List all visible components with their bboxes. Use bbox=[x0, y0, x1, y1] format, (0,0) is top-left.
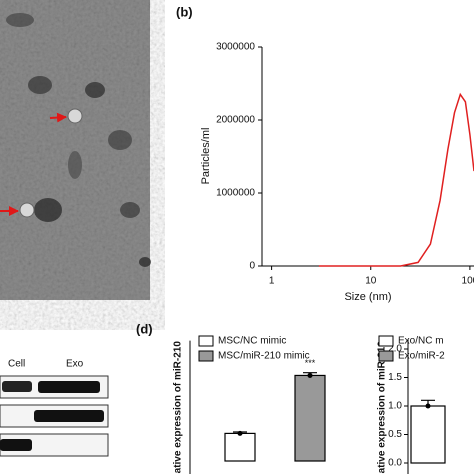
legend-swatch bbox=[378, 335, 394, 347]
bar bbox=[410, 405, 446, 464]
legend-swatch bbox=[378, 350, 394, 362]
bar bbox=[294, 374, 326, 462]
legend-swatch bbox=[198, 350, 214, 362]
y-axis-label: Relative expression of miR-210 bbox=[377, 341, 388, 474]
data-line bbox=[318, 92, 474, 267]
y-tick-label: 1.0 bbox=[388, 401, 402, 412]
y-tick-label: 3000000 bbox=[216, 42, 255, 53]
tem-image bbox=[0, 0, 151, 300]
legend-label: MSC/NC mimic bbox=[218, 336, 286, 347]
significance: *** bbox=[305, 358, 316, 368]
panel-label: (b) bbox=[176, 4, 193, 19]
data-point bbox=[425, 403, 431, 409]
lane-label: Cell bbox=[8, 359, 25, 370]
legend-label: Exo/miR-2 bbox=[398, 351, 445, 362]
legend-label: Exo/NC m bbox=[398, 336, 444, 347]
legend-swatch bbox=[198, 335, 214, 347]
x-tick-label: 10 bbox=[365, 276, 377, 287]
x-axis-label: Size (nm) bbox=[344, 291, 391, 303]
data-point bbox=[237, 430, 243, 436]
western-blot: Cell Exo bbox=[0, 359, 109, 457]
y-tick-label: 0 bbox=[249, 261, 255, 272]
y-tick-label: 2.0 bbox=[388, 344, 402, 355]
y-tick-label: 1.5 bbox=[388, 372, 402, 383]
y-tick-label: 0.5 bbox=[388, 429, 402, 440]
y-tick-label: 1000000 bbox=[216, 188, 255, 199]
y-tick-label: 0.0 bbox=[388, 458, 402, 469]
panel-label: (d) bbox=[136, 321, 153, 336]
y-tick-label: 2000000 bbox=[216, 115, 255, 126]
legend-label: MSC/miR-210 mimic bbox=[218, 351, 310, 362]
x-tick-label: 1 bbox=[269, 276, 275, 287]
data-point bbox=[307, 372, 313, 378]
x-tick-label: 100 bbox=[462, 276, 474, 287]
bar bbox=[224, 432, 256, 462]
y-axis-label: Relative expression of miR-210 bbox=[173, 341, 184, 474]
y-axis-label: Particles/ml bbox=[200, 128, 212, 185]
lane-label: Exo bbox=[66, 359, 84, 370]
